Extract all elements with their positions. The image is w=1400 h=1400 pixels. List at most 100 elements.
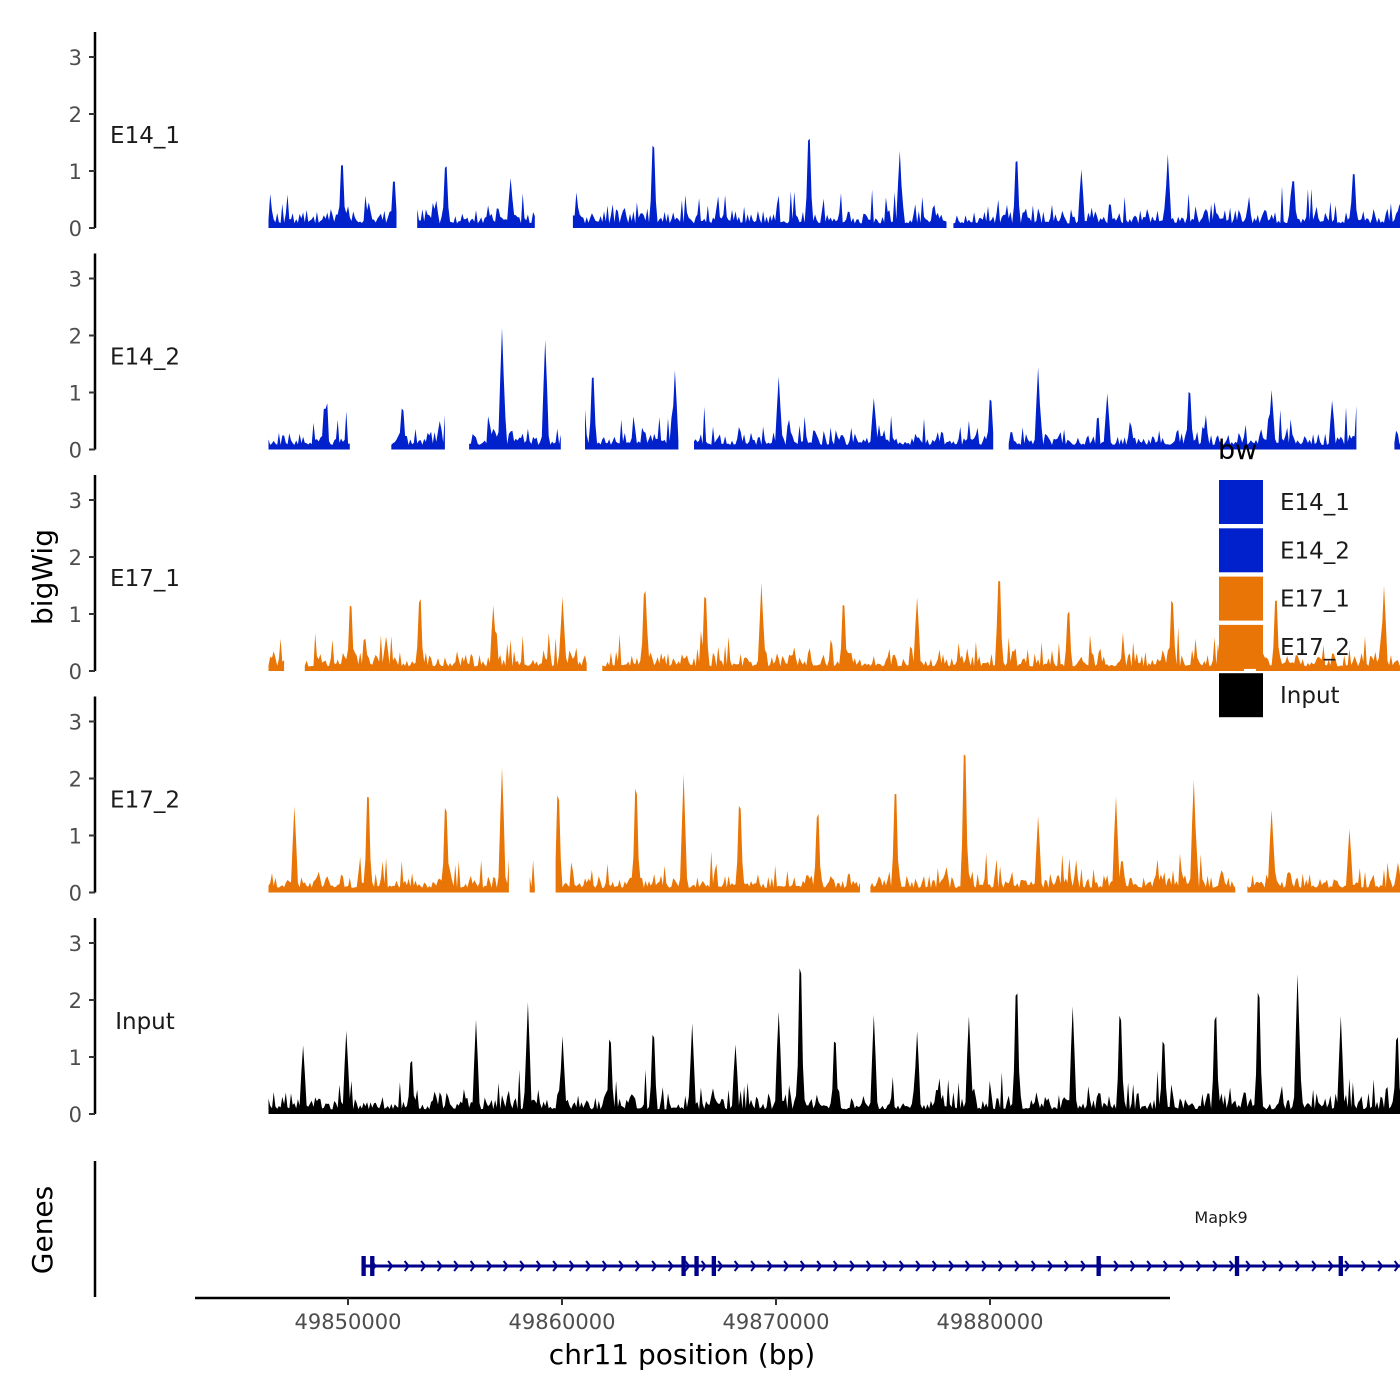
track-panels: 0 1 2 3 E14_1 0 1 2 3 E14_2 0 1 2 3 E17_1 0 1 2 3 E17_2 0 1 2 3… — [69, 32, 1400, 1127]
legend-entry-e14-1: E14_1 — [1219, 480, 1350, 524]
strand-arrow — [1179, 1260, 1186, 1272]
strand-arrow — [667, 1260, 674, 1272]
strand-arrow — [1162, 1260, 1169, 1272]
strand-arrow — [601, 1260, 608, 1272]
y-tick-label: 2 — [69, 989, 82, 1013]
strand-arrow — [1047, 1260, 1054, 1272]
legend-entry-e17-2: E17_2 — [1219, 624, 1350, 669]
gene-panel-title: Genes — [26, 1186, 59, 1274]
x-tick-label: 49850000 — [295, 1310, 402, 1334]
legend-swatch — [1219, 480, 1263, 524]
strand-arrow — [403, 1260, 410, 1272]
strand-arrow — [1228, 1260, 1235, 1272]
coverage-area-e14-1 — [268, 138, 1400, 228]
gene-exon — [681, 1256, 686, 1276]
legend-label: E14_2 — [1280, 538, 1350, 564]
gene-mapk9: Mapk9 — [361, 1208, 1400, 1276]
strand-arrow — [700, 1260, 707, 1272]
y-tick-label: 2 — [69, 546, 82, 570]
y-tick-label: 1 — [69, 603, 82, 627]
track-label: E17_2 — [110, 788, 180, 814]
track-label: E14_1 — [110, 123, 180, 149]
legend-label: E17_1 — [1280, 587, 1350, 613]
strand-arrow — [486, 1260, 493, 1272]
strand-arrow — [1294, 1260, 1301, 1272]
y-tick-label: 3 — [69, 489, 82, 513]
track-e17-1: 0 1 2 3 E17_1 — [69, 475, 1400, 684]
strand-arrow — [1311, 1260, 1318, 1272]
strand-arrow — [1080, 1260, 1087, 1272]
strand-arrow — [865, 1260, 872, 1272]
strand-arrow — [1146, 1260, 1153, 1272]
strand-arrow — [585, 1260, 592, 1272]
strand-arrow — [552, 1260, 559, 1272]
gene-name-label: Mapk9 — [1194, 1208, 1247, 1227]
strand-arrow — [799, 1260, 806, 1272]
strand-arrow — [733, 1260, 740, 1272]
strand-arrow — [1393, 1260, 1400, 1272]
gene-exon — [694, 1256, 699, 1276]
legend-swatch — [1219, 576, 1263, 621]
y-tick-label: 0 — [69, 217, 82, 241]
strand-arrow — [1014, 1260, 1021, 1272]
y-tick-label: 0 — [69, 660, 82, 684]
legend-label: E14_1 — [1280, 490, 1350, 516]
strand-arrow — [816, 1260, 823, 1272]
strand-arrow — [453, 1260, 460, 1272]
track-label: E17_1 — [110, 566, 180, 592]
strand-arrow — [502, 1260, 509, 1272]
y-tick-label: 1 — [69, 825, 82, 849]
y-tick-label: 1 — [69, 1046, 82, 1070]
gene-exon — [711, 1256, 717, 1276]
strand-arrow — [1344, 1260, 1351, 1272]
gene-exon — [370, 1256, 375, 1276]
track-label: E14_2 — [110, 345, 180, 371]
strand-arrow — [750, 1260, 757, 1272]
legend-swatch — [1219, 673, 1263, 718]
strand-arrow — [387, 1260, 394, 1272]
strand-arrow — [1113, 1260, 1120, 1272]
coverage-area-e17-2 — [268, 754, 1400, 893]
strand-arrow — [1063, 1260, 1070, 1272]
x-tick-label: 49870000 — [723, 1310, 830, 1334]
y-axis-title: bigWig — [26, 529, 59, 625]
y-tick-label: 0 — [69, 439, 82, 463]
strand-arrow — [420, 1260, 427, 1272]
y-tick-label: 3 — [69, 46, 82, 70]
strand-arrow — [1278, 1260, 1285, 1272]
strand-arrow — [832, 1260, 839, 1272]
gene-exon — [1096, 1256, 1101, 1276]
strand-arrow — [684, 1260, 691, 1272]
strand-arrow — [618, 1260, 625, 1272]
track-e14-2: 0 1 2 3 E14_2 — [69, 253, 1400, 463]
track-label: Input — [115, 1009, 175, 1035]
y-tick-label: 2 — [69, 768, 82, 792]
gene-exon — [1234, 1256, 1240, 1276]
y-tick-label: 0 — [69, 1103, 82, 1127]
x-axis: 49850000 49860000 49870000 49880000 — [195, 1296, 1170, 1334]
y-tick-label: 2 — [69, 325, 82, 349]
coverage-area-input — [268, 968, 1400, 1114]
strand-arrow — [1212, 1260, 1219, 1272]
strand-arrow — [882, 1260, 889, 1272]
strand-arrow — [1030, 1260, 1037, 1272]
y-tick-label: 3 — [69, 932, 82, 956]
strand-arrow — [898, 1260, 905, 1272]
x-axis-title: chr11 position (bp) — [549, 1338, 815, 1371]
y-tick-label: 0 — [69, 882, 82, 906]
gene-panel: Mapk9 — [93, 1161, 1400, 1297]
strand-arrow — [964, 1260, 971, 1272]
gene-exon — [1338, 1256, 1343, 1276]
y-tick-label: 3 — [69, 711, 82, 735]
legend-swatch — [1219, 528, 1263, 573]
y-tick-label: 1 — [69, 160, 82, 184]
coverage-area-e17-1 — [268, 581, 1400, 671]
strand-arrow — [1377, 1260, 1384, 1272]
strand-arrow — [931, 1260, 938, 1272]
y-tick-label: 3 — [69, 268, 82, 292]
strand-arrow — [766, 1260, 773, 1272]
strand-arrow — [1327, 1260, 1334, 1272]
strand-arrow — [849, 1260, 856, 1272]
legend-swatch — [1219, 624, 1263, 669]
